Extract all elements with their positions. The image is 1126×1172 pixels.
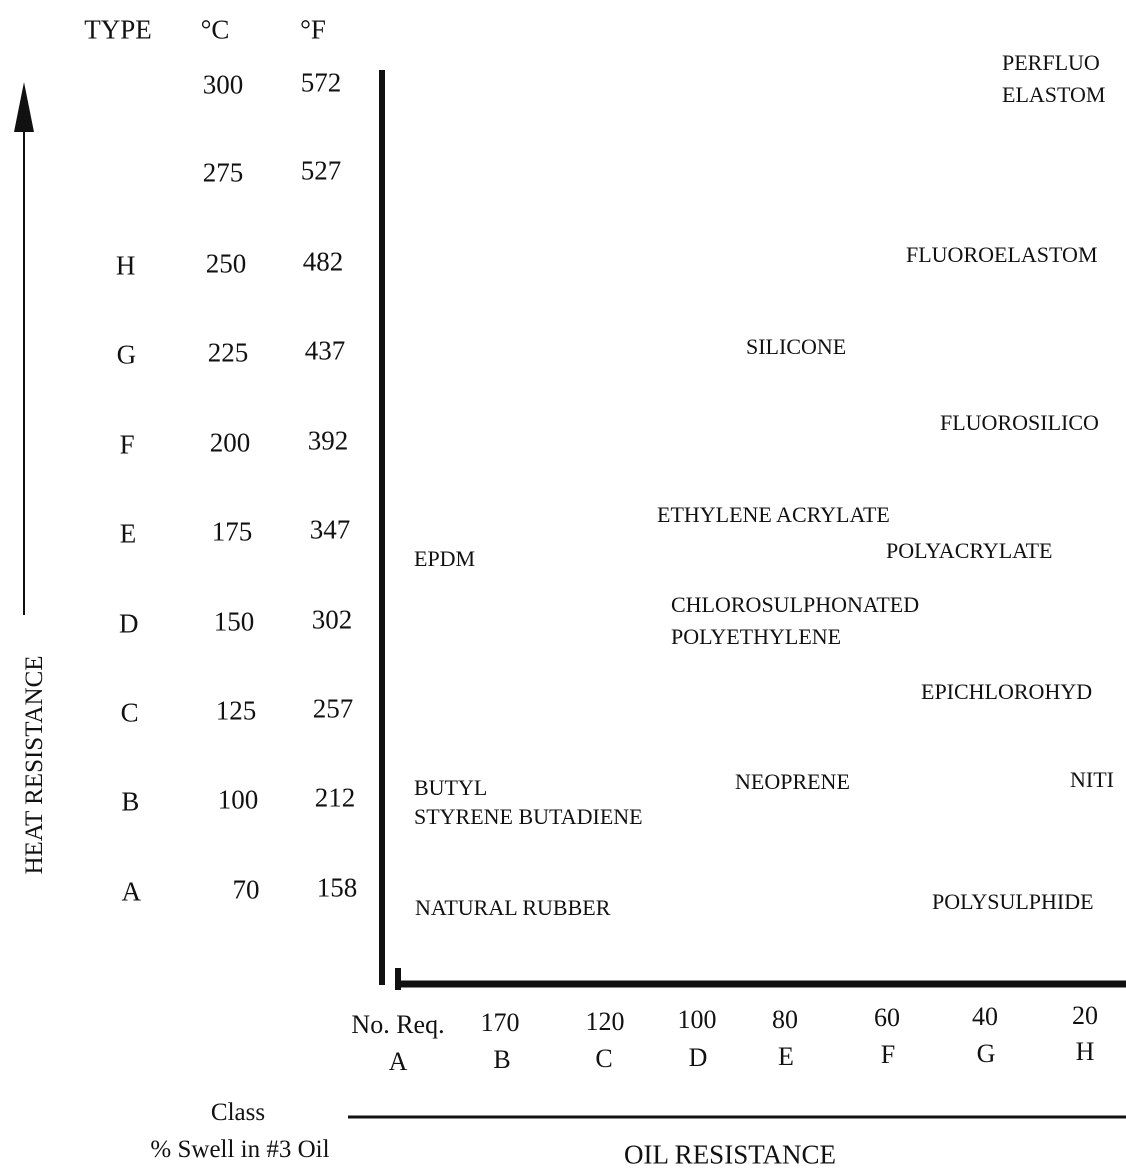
celsius-value: 150 [213, 606, 255, 637]
type-label: E [119, 518, 137, 549]
class-value: B [493, 1045, 511, 1074]
class-value: C [595, 1044, 613, 1073]
fahrenheit-value: 527 [300, 155, 342, 186]
swell-value: 20 [1072, 1001, 1098, 1030]
celsius-value: 125 [215, 695, 257, 726]
class-value: A [388, 1047, 408, 1076]
celsius-value: 300 [202, 69, 244, 100]
type-label: B [121, 786, 140, 817]
fahrenheit-value: 158 [316, 872, 358, 903]
x-axis-title: OIL RESISTANCE [623, 1139, 837, 1170]
fahrenheit-value: 302 [311, 604, 353, 635]
fahrenheit-value: 392 [307, 425, 349, 456]
material-label: FLUOROELASTOM [906, 242, 1098, 267]
material-label: NITI [1070, 767, 1114, 792]
fahrenheit-value: 257 [312, 693, 354, 724]
class-value: E [778, 1042, 794, 1071]
type-label: H [115, 250, 136, 281]
material-label: EPICHLOROHYD [921, 679, 1093, 704]
swell-value: No. Req. [351, 1010, 445, 1039]
arrow-head [14, 82, 34, 132]
material-label: FLUOROSILICO [940, 410, 1099, 435]
type-label: A [121, 876, 141, 907]
fahrenheit-value: 482 [302, 246, 344, 277]
celsius-value: 250 [205, 248, 247, 279]
material-label: STYRENE BUTADIENE [414, 804, 643, 829]
type-label: D [119, 608, 139, 639]
celsius-value: 100 [217, 784, 259, 815]
swell-value: 170 [480, 1008, 520, 1037]
y-axis-title: HEAT RESISTANCE [21, 655, 48, 875]
celsius-value: 70 [232, 874, 260, 905]
celsius-value: 200 [209, 427, 251, 458]
header-fahrenheit: °F [300, 14, 326, 45]
material-label: POLYSULPHIDE [932, 889, 1094, 914]
material-label: PERFLUO [1002, 50, 1100, 75]
celsius-value: 175 [211, 516, 253, 547]
swell-value: 40 [972, 1002, 998, 1031]
material-label: NATURAL RUBBER [415, 895, 611, 920]
class-value: H [1075, 1037, 1095, 1066]
material-label: CHLOROSULPHONATED [671, 592, 920, 617]
celsius-value: 275 [202, 157, 244, 188]
material-label: SILICONE [746, 334, 847, 359]
swell-value: 80 [772, 1005, 798, 1034]
swell-value: 120 [585, 1007, 625, 1036]
type-label: C [120, 697, 139, 728]
class-label: Class [210, 1099, 266, 1126]
fahrenheit-value: 437 [304, 335, 346, 366]
type-label: G [116, 339, 137, 370]
swell-label: % Swell in #3 Oil [150, 1136, 330, 1163]
type-label: F [119, 429, 135, 460]
class-value: F [880, 1040, 896, 1069]
material-label: ELASTOM [1002, 82, 1106, 107]
celsius-value: 225 [207, 337, 249, 368]
fahrenheit-value: 572 [300, 67, 342, 98]
header-celsius: °C [200, 14, 230, 45]
swell-value: 100 [677, 1005, 717, 1034]
header-type: TYPE [84, 14, 152, 45]
fahrenheit-value: 347 [309, 514, 351, 545]
material-label: POLYETHYLENE [671, 624, 842, 649]
material-label: EPDM [414, 546, 476, 571]
material-label: POLYACRYLATE [886, 538, 1053, 563]
class-value: D [688, 1043, 708, 1072]
material-label: BUTYL [414, 775, 488, 800]
material-label: NEOPRENE [735, 769, 850, 794]
material-label: ETHYLENE ACRYLATE [657, 502, 890, 527]
class-value: G [976, 1039, 996, 1068]
swell-value: 60 [874, 1003, 900, 1032]
fahrenheit-value: 212 [314, 782, 356, 813]
